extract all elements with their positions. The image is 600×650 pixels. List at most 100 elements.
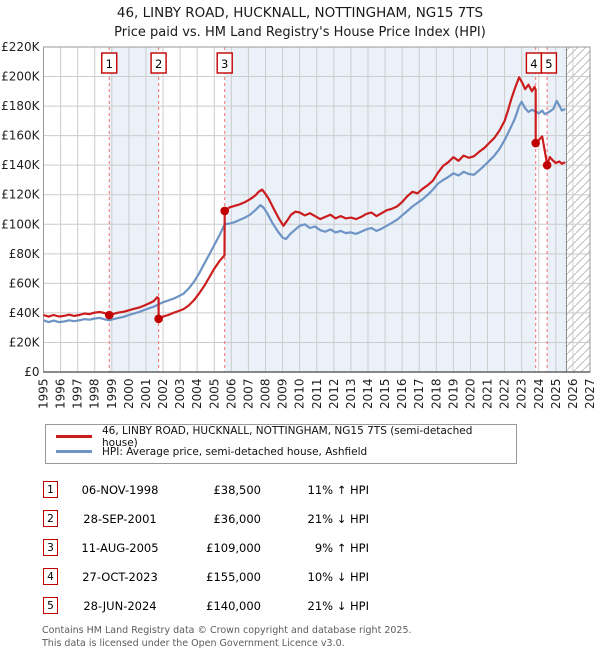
price-history-chart: 1 2 3 4 5 £0 £20K £40K £60K £80K £100K £120K £140K £1… bbox=[1, 41, 597, 409]
legend-item-hpi: HPI: Average price, semi-detached house,… bbox=[52, 444, 510, 459]
legend-label: 46, LINBY ROAD, HUCKNALL, NOTTINGHAM, NG… bbox=[102, 424, 473, 449]
x-tick-label: 2009 bbox=[276, 378, 290, 409]
sale-date: 28-JUN-2024 bbox=[83, 598, 157, 613]
table-row: 5 28-JUN-2024 £140,000 21% ↓ HPI bbox=[43, 591, 600, 620]
x-tick-label: 2012 bbox=[327, 378, 341, 409]
sale-date: 11-AUG-2005 bbox=[81, 540, 159, 555]
sale-marker-number: 3 bbox=[221, 57, 228, 71]
x-tick-label: 2002 bbox=[156, 378, 170, 409]
sale-date: 27-OCT-2023 bbox=[82, 569, 158, 584]
x-tick-label: 2011 bbox=[310, 378, 324, 409]
y-tick-label: £120K bbox=[1, 188, 41, 202]
sale-price: £155,000 bbox=[206, 569, 261, 584]
sale-marker-box bbox=[216, 52, 233, 74]
sale-price: £109,000 bbox=[206, 540, 261, 555]
x-tick-label: 2027 bbox=[583, 378, 597, 409]
x-tick-label: 2006 bbox=[224, 378, 238, 409]
sale-price: £38,500 bbox=[213, 482, 261, 497]
y-tick-label: £0 bbox=[24, 365, 39, 379]
sale-price: £140,000 bbox=[206, 598, 261, 613]
sale-number-badge: 5 bbox=[43, 597, 58, 614]
y-tick-label: £20K bbox=[9, 335, 41, 349]
x-tick-label: 2014 bbox=[361, 378, 375, 409]
sale-marker-box bbox=[150, 52, 167, 74]
y-tick-label: £200K bbox=[1, 70, 41, 84]
x-tick-label: 1998 bbox=[88, 378, 102, 409]
price-line-swatch bbox=[56, 435, 92, 438]
license-footer: Contains HM Land Registry data © Crown c… bbox=[42, 625, 600, 650]
sale-date: 28-SEP-2001 bbox=[83, 511, 157, 526]
x-tick-label: 2018 bbox=[429, 378, 443, 409]
page-subtitle: Price paid vs. HM Land Registry's House … bbox=[114, 25, 486, 40]
table-row: 1 06-NOV-1998 £38,500 11% ↑ HPI bbox=[43, 475, 600, 504]
shaded-band bbox=[224, 47, 536, 372]
future-hatch bbox=[566, 47, 590, 372]
license-line-2: This data is licensed under the Open Gov… bbox=[42, 637, 345, 649]
sale-number-badge: 2 bbox=[43, 510, 58, 527]
x-tick-label: 2023 bbox=[515, 378, 529, 409]
y-tick-label: £40K bbox=[9, 306, 41, 320]
x-tick-label: 2024 bbox=[532, 378, 546, 409]
y-tick-label: £100K bbox=[1, 217, 41, 231]
x-tick-label: 2021 bbox=[481, 378, 495, 409]
x-tick-label: 1997 bbox=[71, 378, 85, 409]
sale-date: 06-NOV-1998 bbox=[81, 482, 159, 497]
license-line-1: Contains HM Land Registry data © Crown c… bbox=[42, 625, 412, 636]
y-tick-label: £140K bbox=[1, 158, 41, 172]
sale-number-badge: 4 bbox=[43, 568, 58, 585]
y-tick-label: £220K bbox=[1, 41, 41, 54]
page-title: 46, LINBY ROAD, HUCKNALL, NOTTINGHAM, NG… bbox=[116, 5, 484, 21]
shaded-band bbox=[109, 47, 159, 372]
price-paid-line bbox=[43, 76, 566, 320]
hpi-line bbox=[43, 99, 566, 324]
sale-dot bbox=[154, 314, 163, 324]
hpi-line-swatch bbox=[56, 450, 92, 453]
sale-vs-hpi: 9% ↑ HPI bbox=[314, 540, 369, 555]
sale-marker-number: 5 bbox=[545, 57, 552, 71]
x-tick-label: 2007 bbox=[241, 378, 255, 409]
sale-number-badge: 1 bbox=[43, 481, 58, 498]
x-tick-label: 1996 bbox=[54, 378, 68, 409]
x-tick-label: 1999 bbox=[105, 378, 119, 409]
x-tick-label: 2016 bbox=[395, 378, 409, 409]
legend-label: HPI: Average price, semi-detached house,… bbox=[102, 445, 368, 458]
sale-marker-box bbox=[101, 52, 118, 74]
table-row: 3 11-AUG-2005 £109,000 9% ↑ HPI bbox=[43, 533, 600, 562]
x-tick-label: 2005 bbox=[207, 378, 221, 409]
x-tick-label: 2025 bbox=[549, 378, 563, 409]
sale-dot bbox=[531, 138, 540, 148]
sale-vs-hpi: 11% ↑ HPI bbox=[307, 482, 369, 497]
x-tick-label: 2015 bbox=[378, 378, 392, 409]
x-tick-label: 2013 bbox=[344, 378, 358, 409]
sale-vs-hpi: 10% ↓ HPI bbox=[307, 569, 369, 584]
chart-legend: 46, LINBY ROAD, HUCKNALL, NOTTINGHAM, NG… bbox=[45, 424, 517, 464]
y-tick-label: £160K bbox=[1, 129, 41, 143]
x-tick-label: 2019 bbox=[446, 378, 460, 409]
table-row: 2 28-SEP-2001 £36,000 21% ↓ HPI bbox=[43, 504, 600, 533]
x-tick-label: 2001 bbox=[139, 378, 153, 409]
sale-vs-hpi: 21% ↓ HPI bbox=[307, 511, 369, 526]
x-tick-label: 2008 bbox=[259, 378, 273, 409]
sale-marker-number: 2 bbox=[155, 57, 162, 71]
x-tick-label: 2022 bbox=[498, 378, 512, 409]
y-tick-label: £180K bbox=[1, 99, 41, 113]
shaded-band bbox=[547, 47, 567, 372]
sale-marker-number: 1 bbox=[106, 57, 113, 71]
sale-number-badge: 3 bbox=[43, 539, 58, 556]
y-tick-label: £80K bbox=[9, 247, 41, 261]
sale-dot bbox=[542, 160, 552, 170]
sale-vs-hpi: 21% ↓ HPI bbox=[307, 598, 369, 613]
x-tick-label: 2010 bbox=[293, 378, 307, 409]
sale-dot bbox=[104, 310, 114, 320]
x-tick-label: 2017 bbox=[412, 378, 426, 409]
sale-price: £36,000 bbox=[213, 511, 261, 526]
legend-item-price-paid: 46, LINBY ROAD, HUCKNALL, NOTTINGHAM, NG… bbox=[52, 425, 510, 449]
sales-table: 1 06-NOV-1998 £38,500 11% ↑ HPI 2 28-SEP… bbox=[43, 475, 600, 620]
sale-marker-box bbox=[540, 52, 558, 74]
table-row: 4 27-OCT-2023 £155,000 10% ↓ HPI bbox=[43, 562, 600, 591]
sale-marker-number: 4 bbox=[530, 57, 537, 71]
x-tick-label: 2020 bbox=[463, 378, 477, 409]
sale-dot bbox=[220, 206, 229, 216]
x-tick-label: 2000 bbox=[122, 378, 136, 409]
x-tick-label: 2004 bbox=[190, 378, 204, 409]
